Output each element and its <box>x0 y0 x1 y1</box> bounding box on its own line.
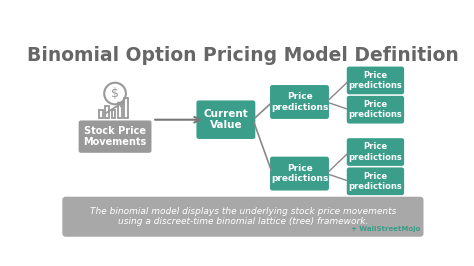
FancyBboxPatch shape <box>270 157 329 190</box>
Text: Price
predictions: Price predictions <box>348 100 402 119</box>
Text: Binomial Option Pricing Model Definition: Binomial Option Pricing Model Definition <box>27 46 459 65</box>
Text: The binomial model displays the underlying stock price movements
using a discree: The binomial model displays the underlyi… <box>90 207 396 226</box>
Bar <box>111 110 116 118</box>
Bar <box>124 98 128 118</box>
Text: Price
predictions: Price predictions <box>271 92 328 112</box>
Bar <box>105 106 109 118</box>
Text: Current
Value: Current Value <box>203 109 248 131</box>
Text: Price
predictions: Price predictions <box>271 164 328 183</box>
Text: $: $ <box>111 87 119 100</box>
Text: Stock Price
Movements: Stock Price Movements <box>83 126 146 147</box>
Text: Price
predictions: Price predictions <box>348 142 402 162</box>
Bar <box>118 103 122 118</box>
Bar <box>99 110 103 118</box>
FancyBboxPatch shape <box>347 138 404 166</box>
FancyBboxPatch shape <box>63 197 423 237</box>
FancyBboxPatch shape <box>347 66 404 94</box>
FancyBboxPatch shape <box>79 120 152 153</box>
FancyBboxPatch shape <box>347 96 404 123</box>
FancyBboxPatch shape <box>270 85 329 119</box>
Text: Price
predictions: Price predictions <box>348 172 402 191</box>
Text: Price
predictions: Price predictions <box>348 71 402 90</box>
FancyBboxPatch shape <box>196 101 255 139</box>
FancyBboxPatch shape <box>347 167 404 195</box>
Text: + WallStreetMojo: + WallStreetMojo <box>351 226 420 232</box>
